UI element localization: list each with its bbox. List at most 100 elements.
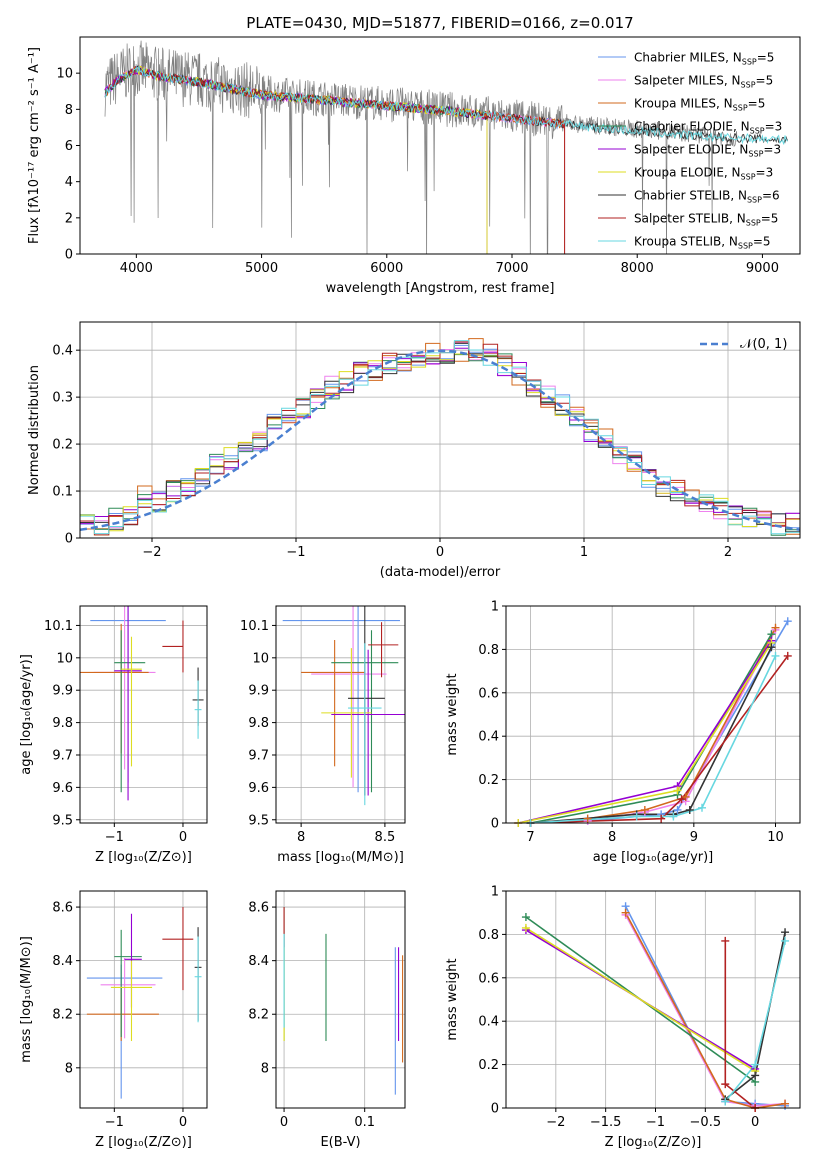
x-axis-label: Z [log₁₀(Z/Z⊙)]	[95, 850, 192, 865]
x-tick-label: 8	[608, 830, 616, 845]
axes-frame	[505, 605, 801, 824]
plot-area-z-age	[80, 606, 204, 801]
weight-marker	[771, 623, 780, 632]
x-axis-label: age [log₁₀(age/yr)]	[593, 850, 714, 865]
x-tick-label: 9000	[746, 261, 779, 276]
weight-line-8	[530, 655, 789, 823]
legend-label: 𝒩(0, 1)	[740, 337, 787, 352]
plot-area-z-weight	[525, 905, 786, 1108]
x-tick-label: 10	[767, 830, 784, 845]
y-tick-label: 0	[65, 532, 73, 547]
x-tick-label: 0.1	[354, 1115, 375, 1130]
axes-frame	[79, 36, 801, 255]
weight-marker	[669, 812, 678, 821]
gaussian-curve	[80, 349, 800, 532]
legend-entry-1: Chabrier MILES, NSSP=5	[598, 51, 774, 67]
weight-line-4	[530, 633, 773, 823]
y-tick-label: 9.7	[52, 748, 73, 763]
legend-entry-3: Kroupa MILES, NSSP=5	[598, 97, 765, 113]
y-tick-label: 9.9	[248, 684, 269, 699]
y-tick-label: 10.1	[44, 619, 73, 634]
axes-ebv-mass: 0 0.1 8 8.2 8.4 8.6 E(B-V)	[248, 890, 406, 1150]
spectrum-model-line-1	[104, 65, 566, 254]
legend-subscript: SSP	[742, 58, 757, 67]
y-tick-label: 0.4	[478, 1015, 499, 1030]
legend-entry-5: Salpeter ELODIE, NSSP=3	[598, 143, 781, 159]
legend-subscript: SSP	[741, 81, 756, 90]
spectrum-model-line-2	[104, 66, 566, 254]
axes-z-age: −1 0 9.5 9.6 9.7 9.8 9.9 10 10.1 Z [log₁₀(Z/Z⊙)] a…	[19, 605, 208, 865]
weight-marker	[751, 1071, 760, 1080]
axes-frame	[79, 605, 208, 824]
legend-subscript: SSP	[746, 219, 761, 228]
x-axis-label: E(B-V)	[320, 1135, 360, 1150]
weight-marker	[685, 805, 694, 814]
y-tick-label: 0.3	[52, 391, 73, 406]
axes-frame	[275, 890, 406, 1109]
legend-label: Kroupa MILES, NSSP=5	[634, 97, 765, 113]
y-tick-label: 9.6	[52, 781, 73, 796]
weight-marker	[721, 1097, 730, 1106]
x-axis-label: mass [log₁₀(M/M⊙)]	[277, 850, 404, 865]
y-tick-label: 0.4	[478, 730, 499, 745]
y-tick-label: 9.5	[248, 813, 269, 828]
x-tick-label: 9	[690, 830, 698, 845]
legend-suffix: =3	[763, 143, 781, 157]
weight-marker	[640, 805, 649, 814]
legend-label: Kroupa ELODIE, NSSP=3	[634, 166, 773, 182]
histogram-9	[80, 340, 800, 535]
axes-mass-age: 8 8.5 9.5 9.6 9.7 9.8 9.9 10 10.1 mass [log₁₀(M/M…	[240, 605, 406, 865]
weight-marker	[751, 1060, 760, 1069]
weight-marker	[621, 908, 630, 917]
y-tick-label: 0.6	[478, 971, 499, 986]
y-axis-label: mass weight	[445, 958, 460, 1040]
weight-marker	[781, 936, 790, 945]
y-tick-label: 2	[65, 211, 73, 226]
y-tick-label: 0	[491, 817, 499, 832]
y-tick-label: 0.1	[52, 485, 73, 500]
y-tick-label: 1	[491, 885, 499, 900]
x-tick-label: −1	[646, 1115, 665, 1130]
legend-suffix: =5	[756, 74, 774, 88]
y-tick-label: 0.8	[478, 928, 499, 943]
axes-age-weight: 7 8 9 10 0 0.2 0.4 0.6 0.8 1 age [log₁₀(age/yr)] ma…	[445, 600, 801, 865]
x-tick-label: 8.5	[375, 830, 396, 845]
axes-frame	[505, 890, 801, 1109]
legend-entry-7: Chabrier STELIB, NSSP=6	[598, 189, 780, 205]
axes-z-weight: −2 −1.5 −1 −0.5 0 0 0.2 0.4 0.6 0.8 1 Z [log₁₀(Z/Z⊙…	[445, 885, 801, 1150]
legend-subscript: SSP	[748, 150, 763, 159]
weight-marker	[673, 805, 682, 814]
y-tick-label: 9.5	[52, 813, 73, 828]
weight-marker	[521, 913, 530, 922]
weight-marker	[771, 651, 780, 660]
weight-marker	[767, 643, 776, 652]
y-tick-label: 1	[491, 600, 499, 615]
x-tick-label: 7000	[495, 261, 528, 276]
y-tick-label: 9.7	[248, 748, 269, 763]
y-axis-label: mass [log₁₀(M/M⊙)]	[19, 936, 34, 1063]
weight-line-3	[624, 912, 786, 1108]
weight-marker	[583, 814, 592, 823]
x-tick-label: 0	[436, 545, 444, 560]
y-axis-label: Flux [fλ10⁻¹⁷ erg cm⁻² s⁻¹ A⁻¹]	[27, 47, 42, 244]
x-tick-label: 5000	[245, 261, 278, 276]
axes-frame	[79, 321, 801, 539]
y-tick-label: 8.4	[248, 954, 269, 969]
weight-line-6	[518, 642, 773, 823]
x-tick-label: 4000	[120, 261, 153, 276]
legend-subscript: SSP	[741, 173, 756, 182]
y-tick-label: 0.6	[478, 686, 499, 701]
weight-line-5	[518, 640, 773, 823]
y-tick-label: 10	[56, 67, 73, 82]
y-axis-label: age [log₁₀(age/yr)]	[19, 654, 34, 775]
legend-label: Chabrier ELODIE, NSSP=3	[634, 120, 782, 136]
x-tick-label: 6000	[370, 261, 403, 276]
weight-marker	[521, 923, 530, 932]
spectrum-model-line-9	[104, 66, 788, 145]
y-tick-label: 6	[65, 139, 73, 154]
y-tick-label: 9.9	[52, 684, 73, 699]
y-tick-label: 0.2	[478, 1058, 499, 1073]
y-tick-label: 0.8	[478, 643, 499, 658]
legend-entry-8: Salpeter STELIB, NSSP=5	[598, 212, 778, 228]
